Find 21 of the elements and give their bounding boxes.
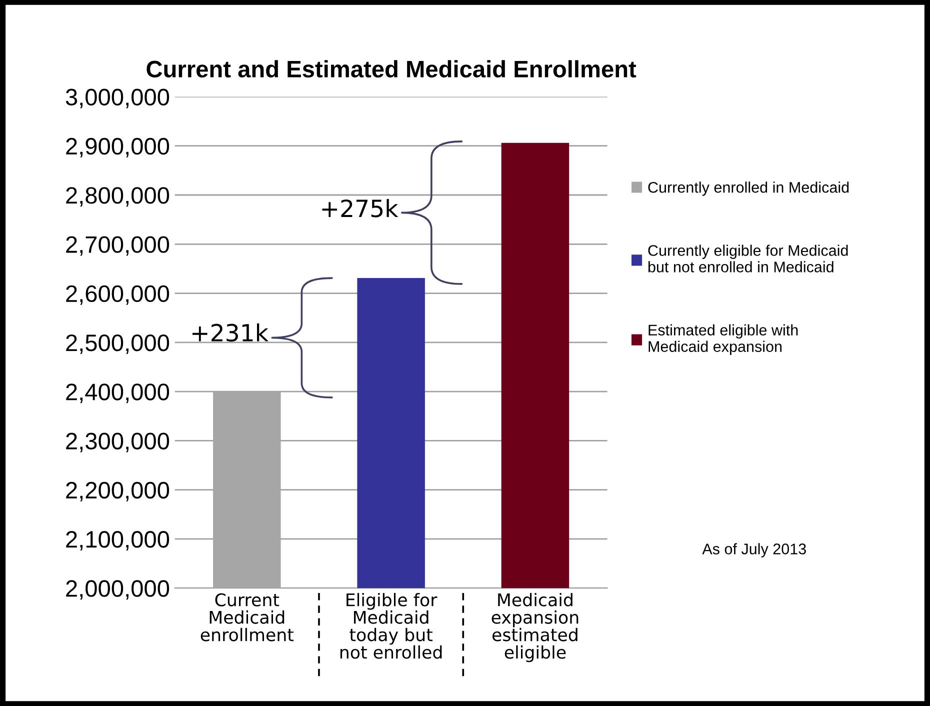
y-tick-label: 2,600,000 xyxy=(66,285,170,305)
y-tick-label: 2,000,000 xyxy=(66,580,170,600)
y-tick-label: 2,100,000 xyxy=(66,531,170,551)
x-tick-label: Eligible for Medicaid today but not enrolled xyxy=(340,592,442,659)
y-tick-label: 2,700,000 xyxy=(66,236,170,256)
y-tick-label: 2,900,000 xyxy=(66,138,170,158)
x-tick-label: Current Medicaid enrollment xyxy=(200,593,294,642)
y-tick-label: 2,800,000 xyxy=(66,187,170,207)
legend-label: Currently eligible for Medicaid but not enrolled in Medicaid xyxy=(648,244,848,272)
y-tick-label: 3,000,000 xyxy=(66,88,170,108)
annotation: +275k xyxy=(322,199,398,218)
annotation: +231k xyxy=(192,323,268,342)
legend-label: Estimated eligible with Medicaid expansion xyxy=(648,324,798,355)
y-tick-label: 2,200,000 xyxy=(66,482,170,502)
y-tick-label: 2,300,000 xyxy=(66,432,170,452)
y-tick-label: 2,500,000 xyxy=(66,334,170,354)
legend-label: Currently enrolled in Medicaid xyxy=(648,182,849,196)
y-tick-label: 2,400,000 xyxy=(66,384,170,404)
text: As of July 2013 xyxy=(702,543,806,558)
chart-title: Current and Estimated Medicaid Enrollment xyxy=(146,60,636,78)
x-tick-label: Medicaid expansion estimated eligible xyxy=(492,592,578,662)
